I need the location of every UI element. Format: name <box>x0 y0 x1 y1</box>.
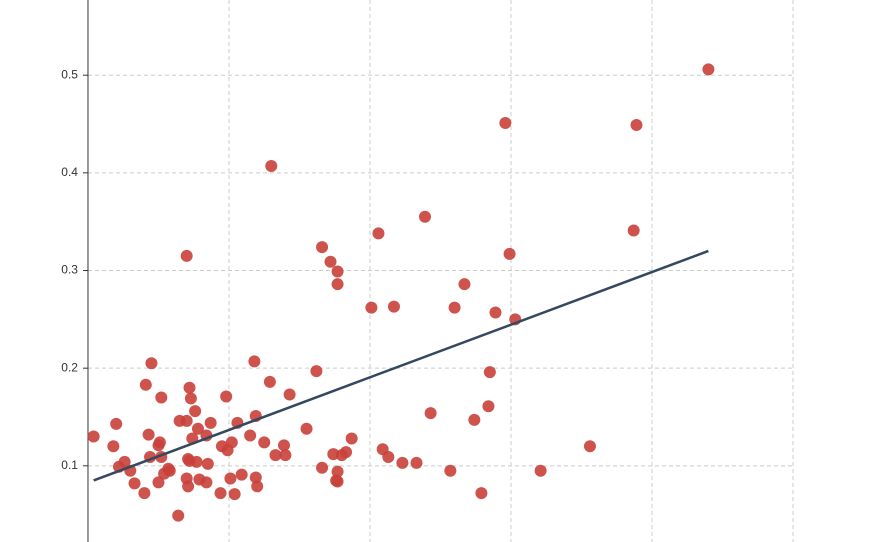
point <box>152 476 165 489</box>
point <box>468 413 481 426</box>
y-tick-label: 0.1 <box>61 458 78 472</box>
point <box>180 249 193 262</box>
point <box>251 480 264 493</box>
point <box>204 416 217 429</box>
point <box>172 509 185 522</box>
point <box>630 119 643 132</box>
trend-line <box>93 249 709 482</box>
point <box>189 405 202 418</box>
point <box>345 432 358 445</box>
point <box>331 278 344 291</box>
point <box>365 301 378 314</box>
point <box>110 417 123 430</box>
point <box>331 265 344 278</box>
point <box>269 449 282 462</box>
point <box>228 488 241 501</box>
point <box>372 227 385 240</box>
point <box>410 456 423 469</box>
point <box>183 381 196 394</box>
point <box>448 301 461 314</box>
point <box>627 224 640 237</box>
point <box>265 160 278 173</box>
point <box>142 428 155 441</box>
point <box>258 436 271 449</box>
point <box>316 461 329 474</box>
point <box>118 455 131 468</box>
point <box>499 117 512 130</box>
y-tick-label: 0.4 <box>61 165 78 179</box>
point <box>503 247 516 260</box>
point <box>200 476 213 489</box>
point <box>444 464 457 477</box>
point <box>128 477 141 490</box>
point <box>300 422 313 435</box>
point <box>263 375 276 388</box>
y-tick-label: 0.2 <box>61 360 78 374</box>
point <box>87 430 100 443</box>
point <box>340 446 353 459</box>
y-tick-label: 0.5 <box>61 67 78 81</box>
point <box>244 429 257 442</box>
point <box>224 472 237 485</box>
point <box>220 390 233 403</box>
point <box>424 407 437 420</box>
y-tick-label: 0.3 <box>61 263 78 277</box>
point <box>387 300 400 313</box>
point <box>583 440 596 453</box>
point <box>316 241 329 254</box>
point <box>534 464 547 477</box>
point <box>418 210 431 223</box>
point <box>324 255 337 268</box>
point <box>277 439 290 452</box>
point <box>331 475 344 488</box>
point <box>145 357 158 370</box>
point <box>248 355 261 368</box>
point <box>190 455 203 468</box>
point <box>235 468 248 481</box>
point <box>702 63 715 76</box>
point <box>249 471 262 484</box>
point <box>225 436 238 449</box>
point <box>138 487 151 500</box>
point <box>283 388 296 401</box>
point <box>475 487 488 500</box>
point <box>184 392 197 405</box>
point <box>279 449 292 462</box>
point <box>482 400 495 413</box>
point <box>180 414 193 427</box>
point <box>489 306 502 319</box>
point <box>182 480 195 493</box>
point <box>310 365 323 378</box>
point <box>382 451 395 464</box>
point <box>483 366 496 379</box>
point <box>396 456 409 469</box>
point <box>458 278 471 291</box>
point <box>155 391 168 404</box>
point <box>107 440 120 453</box>
point <box>153 436 166 449</box>
point <box>191 422 204 435</box>
point <box>139 378 152 391</box>
point <box>214 487 227 500</box>
point <box>201 457 214 470</box>
point <box>163 464 176 477</box>
point <box>331 465 344 478</box>
